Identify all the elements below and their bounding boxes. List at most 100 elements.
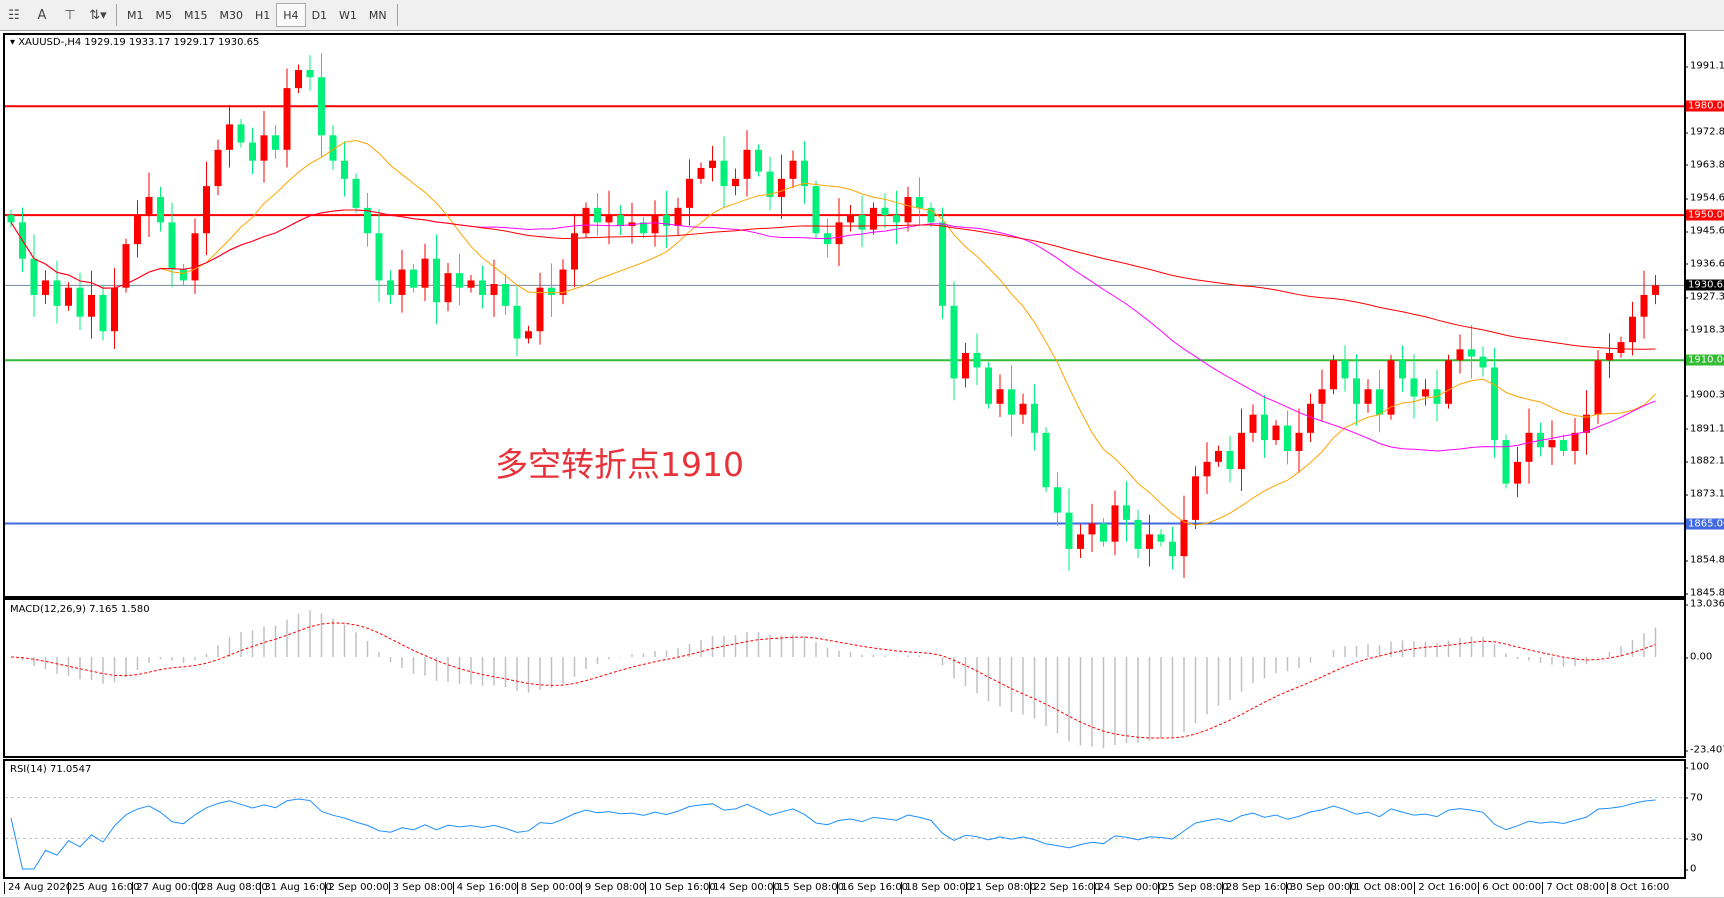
level-price-tag: 1910.00 (1686, 354, 1724, 366)
macd-label: MACD(12,26,9) 7.165 1.580 (10, 604, 150, 615)
time-axis-label: 30 Sep 00:00 (1286, 882, 1357, 894)
candle-body (1491, 367, 1498, 441)
candle-body (226, 124, 233, 150)
candle-body (1100, 523, 1107, 542)
macd-panel[interactable]: MACD(12,26,9) 7.165 1.580 (3, 598, 1686, 758)
time-axis-label: 1 Oct 08:00 (1350, 882, 1413, 894)
rsi-line (10, 798, 1656, 870)
time-axis-label: 10 Sep 16:00 (645, 882, 716, 894)
price-plot-group (5, 52, 1684, 579)
text-a-icon[interactable]: A (37, 7, 47, 23)
candle-body (157, 196, 164, 223)
candle-body (1111, 505, 1119, 542)
arrows-icon[interactable]: ⇅▾ (89, 7, 107, 23)
separator (396, 4, 398, 26)
timeframe-h4[interactable]: H4 (276, 3, 306, 27)
price-axis-label: 1972.85 (1684, 127, 1724, 138)
candle-body (1353, 378, 1360, 404)
candle-body (1123, 505, 1130, 520)
time-axis-label: 25 Sep 08:00 (1157, 882, 1229, 894)
candle-body (1307, 403, 1314, 433)
candle-body (996, 389, 1004, 404)
time-axis-label: 24 Aug 2020 (4, 882, 72, 894)
candle-body (421, 258, 429, 288)
candle-body (858, 215, 866, 230)
timeframe-d1[interactable]: D1 (311, 8, 328, 22)
candle-body (180, 269, 187, 281)
candle-body (1088, 523, 1096, 535)
candle-body (1318, 389, 1326, 404)
candle-body (1514, 461, 1521, 484)
time-axis-label: 14 Sep 00:00 (709, 882, 780, 894)
candle-body (1295, 432, 1303, 451)
candle-body (1249, 414, 1257, 433)
time-axis-label: 28 Aug 08:00 (196, 882, 268, 894)
candle-body (1157, 534, 1165, 542)
time-axis-label: 4 Sep 16:00 (452, 882, 517, 894)
candle-body (1065, 512, 1073, 549)
price-axis-label: 1891.10 (1684, 423, 1724, 434)
candle-body (490, 284, 498, 295)
timeframe-m30[interactable]: M30 (219, 8, 244, 22)
candle-body (617, 215, 624, 227)
macd-axis-label: 13.036 (1685, 598, 1724, 610)
candle-body (973, 352, 981, 368)
timeframe-mn[interactable]: MN (368, 8, 387, 22)
price-axis-label: 1927.35 (1684, 292, 1724, 303)
candle-body (329, 135, 337, 161)
candle-body (53, 280, 61, 306)
candle-body (927, 207, 935, 223)
candle-body (1364, 389, 1372, 404)
time-axis: 24 Aug 2020 25 Aug 16:00 27 Aug 00:00 28 Au… (0, 879, 1724, 898)
candle-body (1410, 378, 1418, 397)
candle-body (122, 244, 130, 288)
symbol-header: ▾ XAUUSD-,H4 1929.19 1933.17 1929.17 193… (10, 37, 260, 48)
candle-body (881, 207, 889, 216)
rsi-panel[interactable]: RSI(14) 71.0547 (3, 759, 1686, 879)
candle-body (467, 280, 475, 288)
level-price-tag: 1980.00 (1686, 100, 1724, 112)
candle-body (1456, 349, 1464, 361)
candle-body (916, 196, 923, 208)
time-axis-label: 15 Sep 08:00 (773, 882, 844, 894)
candle-body (1284, 425, 1291, 451)
candle-body (1031, 403, 1038, 433)
timeframe-w1[interactable]: W1 (339, 8, 357, 22)
candle-body (1019, 403, 1027, 415)
price-axis: 1991.10 1972.85 1963.85 1954.60 1945.60 1936.… (1684, 33, 1724, 879)
candle-body (640, 222, 647, 234)
time-axis-label: 9 Sep 08:00 (580, 882, 645, 894)
level-price-tag: 1930.65 (1686, 279, 1724, 291)
rsi-axis-label: 100 (1684, 761, 1710, 773)
timeframe-m5[interactable]: M5 (155, 8, 173, 22)
candle-body (168, 222, 176, 270)
candle-body (847, 215, 854, 223)
candle-body (364, 207, 371, 234)
candle-body (732, 178, 739, 187)
time-axis-label: 24 Sep 00:00 (1093, 882, 1164, 894)
candle-body (1422, 389, 1429, 397)
level-price-tag: 1950.00 (1686, 209, 1724, 221)
candle-body (1077, 534, 1084, 549)
time-axis-label: 21 Sep 08:00 (965, 882, 1036, 894)
candle-body (663, 215, 670, 227)
candle-body (410, 269, 417, 288)
candle-body (720, 160, 728, 187)
timeframe-h1[interactable]: H1 (255, 8, 271, 22)
symbol-header-text: XAUUSD-,H4 1929.19 1933.17 1929.17 1930.… (18, 37, 260, 48)
rsi-axis-label: 0 (1684, 863, 1697, 875)
candle-body (1652, 285, 1659, 295)
candle-body (444, 273, 452, 303)
candle-body (870, 207, 877, 230)
ma-fast-line (10, 139, 1656, 526)
candle-body (1387, 360, 1395, 415)
rsi-label: RSI(14) 71.0547 (10, 764, 92, 775)
text-label-icon[interactable]: ⊤ (64, 7, 76, 23)
timeframe-m15[interactable]: M15 (184, 8, 208, 22)
timeframe-m1[interactable]: M1 (127, 8, 144, 22)
candle-body (1583, 414, 1590, 433)
time-axis-label: 2 Oct 16:00 (1414, 882, 1477, 894)
candle-body (433, 258, 440, 303)
grid-icon[interactable]: ☷ (8, 7, 20, 23)
time-axis-label: 8 Oct 16:00 (1606, 882, 1669, 894)
